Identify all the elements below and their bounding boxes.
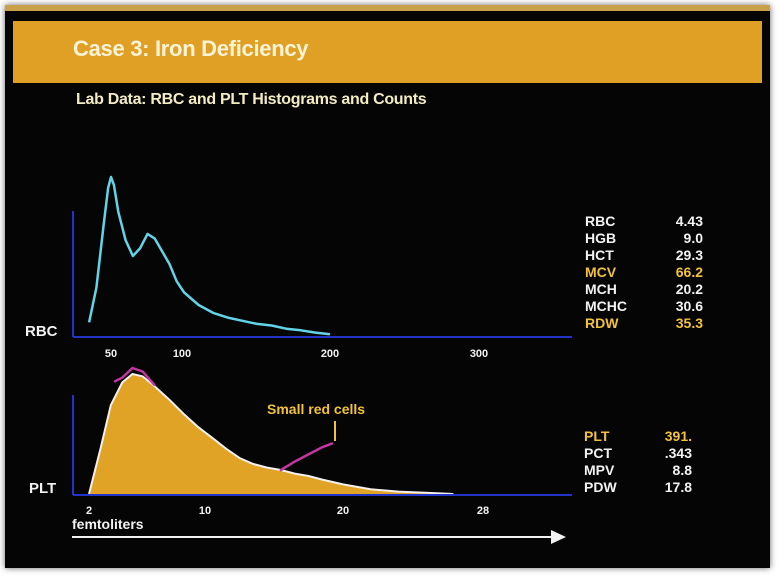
small-red-cells-curve — [113, 366, 334, 472]
rbc-tick-label: 100 — [173, 348, 191, 360]
plt-indices-table: PLT 391. PCT .343 MPV 8.8 PDW 17.8 — [584, 428, 692, 495]
rbc-index-value: 29.3 — [676, 247, 703, 263]
plt-index-label: PLT — [584, 428, 610, 444]
plt-index-value: .343 — [665, 445, 692, 461]
rbc-index-label: MCH — [585, 281, 617, 297]
rbc-axis-label: RBC — [25, 323, 58, 340]
rbc-tick-label: 300 — [470, 348, 488, 360]
plt-index-value: 17.8 — [665, 479, 692, 495]
title-banner — [13, 21, 762, 83]
rbc-curve — [87, 175, 331, 336]
slide: Case 3: Iron Deficiency Lab Data: RBC an… — [5, 5, 770, 568]
plt-index-label: PDW — [584, 479, 617, 495]
plt-tick-label: 28 — [477, 505, 489, 517]
rbc-indices-table: RBC 4.43 HGB 9.0 HCT 29.3 MCV 66.2 MCH 2… — [585, 213, 703, 331]
rbc-index-label: HCT — [585, 247, 614, 263]
rbc-index-label: RDW — [585, 315, 619, 331]
plt-histogram: PLT 2 10 20 28 femtoliters Small red cel… — [29, 366, 572, 544]
plt-tick-label: 10 — [199, 505, 211, 517]
histogram-charts: RBC 50 100 200 300 PLT 2 10 20 28 femtol… — [25, 175, 703, 544]
rbc-tick-label: 50 — [105, 348, 117, 360]
plt-area — [89, 374, 454, 494]
plt-axis-label: PLT — [29, 480, 56, 497]
rbc-index-value: 30.6 — [676, 298, 703, 314]
rbc-index-label: MCV — [585, 264, 617, 280]
rbc-tick-label: 200 — [321, 348, 339, 360]
plt-tick-label: 20 — [337, 505, 349, 517]
rbc-index-value: 66.2 — [676, 264, 703, 280]
plt-outline — [88, 372, 454, 495]
plt-index-label: PCT — [584, 445, 612, 461]
plt-tick-label: 2 — [86, 505, 92, 517]
plt-index-value: 391. — [665, 428, 692, 444]
slide-title: Case 3: Iron Deficiency — [73, 36, 309, 61]
plt-index-label: MPV — [584, 462, 615, 478]
rbc-index-label: HGB — [585, 230, 616, 246]
x-axis-label: femtoliters — [72, 516, 144, 532]
rbc-index-value: 35.3 — [676, 315, 703, 331]
small-red-cells-annotation: Small red cells — [267, 401, 365, 417]
slide-subtitle: Lab Data: RBC and PLT Histograms and Cou… — [76, 91, 427, 108]
plt-index-value: 8.8 — [673, 462, 693, 478]
rbc-index-value: 9.0 — [684, 230, 704, 246]
rbc-index-value: 20.2 — [676, 281, 703, 297]
rbc-index-label: RBC — [585, 213, 615, 229]
top-border-line — [5, 5, 770, 11]
rbc-index-value: 4.43 — [676, 213, 703, 229]
rbc-histogram: RBC 50 100 200 300 — [25, 175, 572, 360]
x-axis-arrowhead — [551, 530, 566, 544]
rbc-index-label: MCHC — [585, 298, 627, 314]
